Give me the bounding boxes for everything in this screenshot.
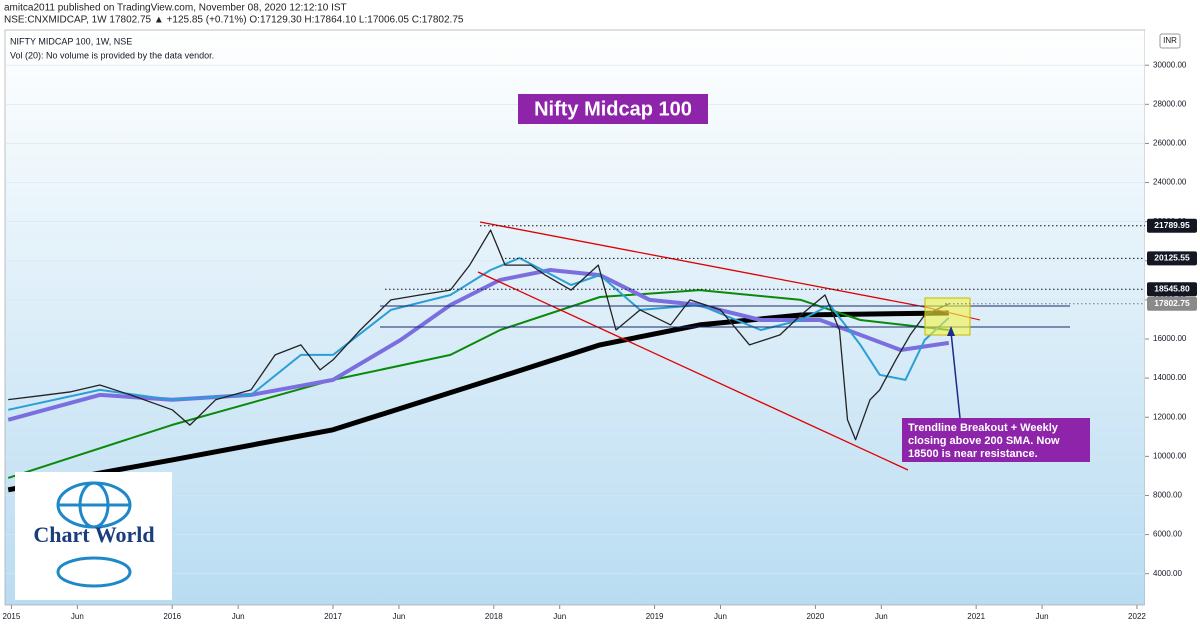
x-tick-label: Jun	[553, 612, 566, 621]
y-tick-label: 4000.00	[1153, 569, 1182, 578]
title-box	[518, 94, 708, 124]
y-tick-label: 14000.00	[1153, 373, 1187, 382]
level-label: 17802.75	[1154, 298, 1190, 308]
series-line	[7, 310, 949, 493]
quote-line: NSE:CNXMIDCAP, 1W 17802.75 ▲ +125.85 (+0…	[4, 15, 464, 26]
y-tick-label: 8000.00	[1153, 491, 1182, 500]
x-tick-label: 2019	[646, 612, 664, 621]
annotation-arrow	[950, 331, 961, 419]
publisher-line: amitca2011 published on TradingView.com,…	[4, 3, 347, 14]
level-label-box	[1147, 251, 1197, 266]
legend-line: Vol (20): No volume is provided by the d…	[10, 50, 214, 60]
level-label-box	[1147, 282, 1197, 297]
x-tick-label: 2020	[806, 612, 824, 621]
x-tick-label: Jun	[232, 612, 245, 621]
breakout-highlight	[924, 297, 971, 336]
lower-trendline	[477, 271, 909, 471]
logo-box	[15, 472, 172, 600]
y-tick-label: 28000.00	[1153, 99, 1187, 108]
legend-line: NIFTY MIDCAP 100, 1W, NSE	[10, 36, 132, 46]
annotation-text: closing above 200 SMA. Now	[908, 435, 1060, 447]
chart-title: Nifty Midcap 100	[534, 98, 692, 120]
y-tick-label: 12000.00	[1153, 412, 1187, 421]
x-tick-label: Jun	[71, 612, 84, 621]
arrow-head	[947, 326, 955, 336]
currency-box	[1159, 33, 1181, 49]
annotation-box	[902, 418, 1090, 462]
upper-trendline	[479, 221, 926, 308]
x-tick-label: Jun	[1036, 612, 1049, 621]
level-label: 21789.95	[1154, 220, 1190, 230]
x-tick-label: 2017	[324, 612, 342, 621]
level-label-box	[1147, 218, 1197, 233]
x-tick-label: 2021	[967, 612, 985, 621]
series-line	[7, 257, 950, 411]
x-tick-label: 2015	[3, 612, 21, 621]
x-tick-label: Jun	[714, 612, 727, 621]
x-tick-label: 2022	[1128, 612, 1146, 621]
y-tick-label: 30000.00	[1153, 60, 1187, 69]
x-tick-label: 2018	[485, 612, 503, 621]
series-line	[8, 229, 950, 441]
price-axis	[1145, 30, 1200, 630]
logo-text: Chart World	[33, 522, 154, 547]
level-label: 20125.55	[1154, 253, 1190, 263]
y-tick-label: 10000.00	[1153, 451, 1187, 460]
x-tick-label: Jun	[392, 612, 405, 621]
annotation-text: Trendline Breakout + Weekly	[908, 422, 1059, 434]
level-label-box	[1147, 296, 1197, 311]
logo-globe	[56, 556, 132, 588]
y-tick-label: 16000.00	[1153, 334, 1187, 343]
x-tick-label: Jun	[875, 612, 888, 621]
currency: INR	[1163, 36, 1177, 45]
x-tick-label: 2016	[163, 612, 181, 621]
y-tick-label: 6000.00	[1153, 530, 1182, 539]
logo: Chart World	[15, 472, 172, 600]
y-tick-label: 26000.00	[1153, 139, 1187, 148]
annotation-text: 18500 is near resistance.	[908, 448, 1038, 460]
level-label: 18545.80	[1154, 283, 1190, 293]
y-tick-label: 24000.00	[1153, 178, 1187, 187]
